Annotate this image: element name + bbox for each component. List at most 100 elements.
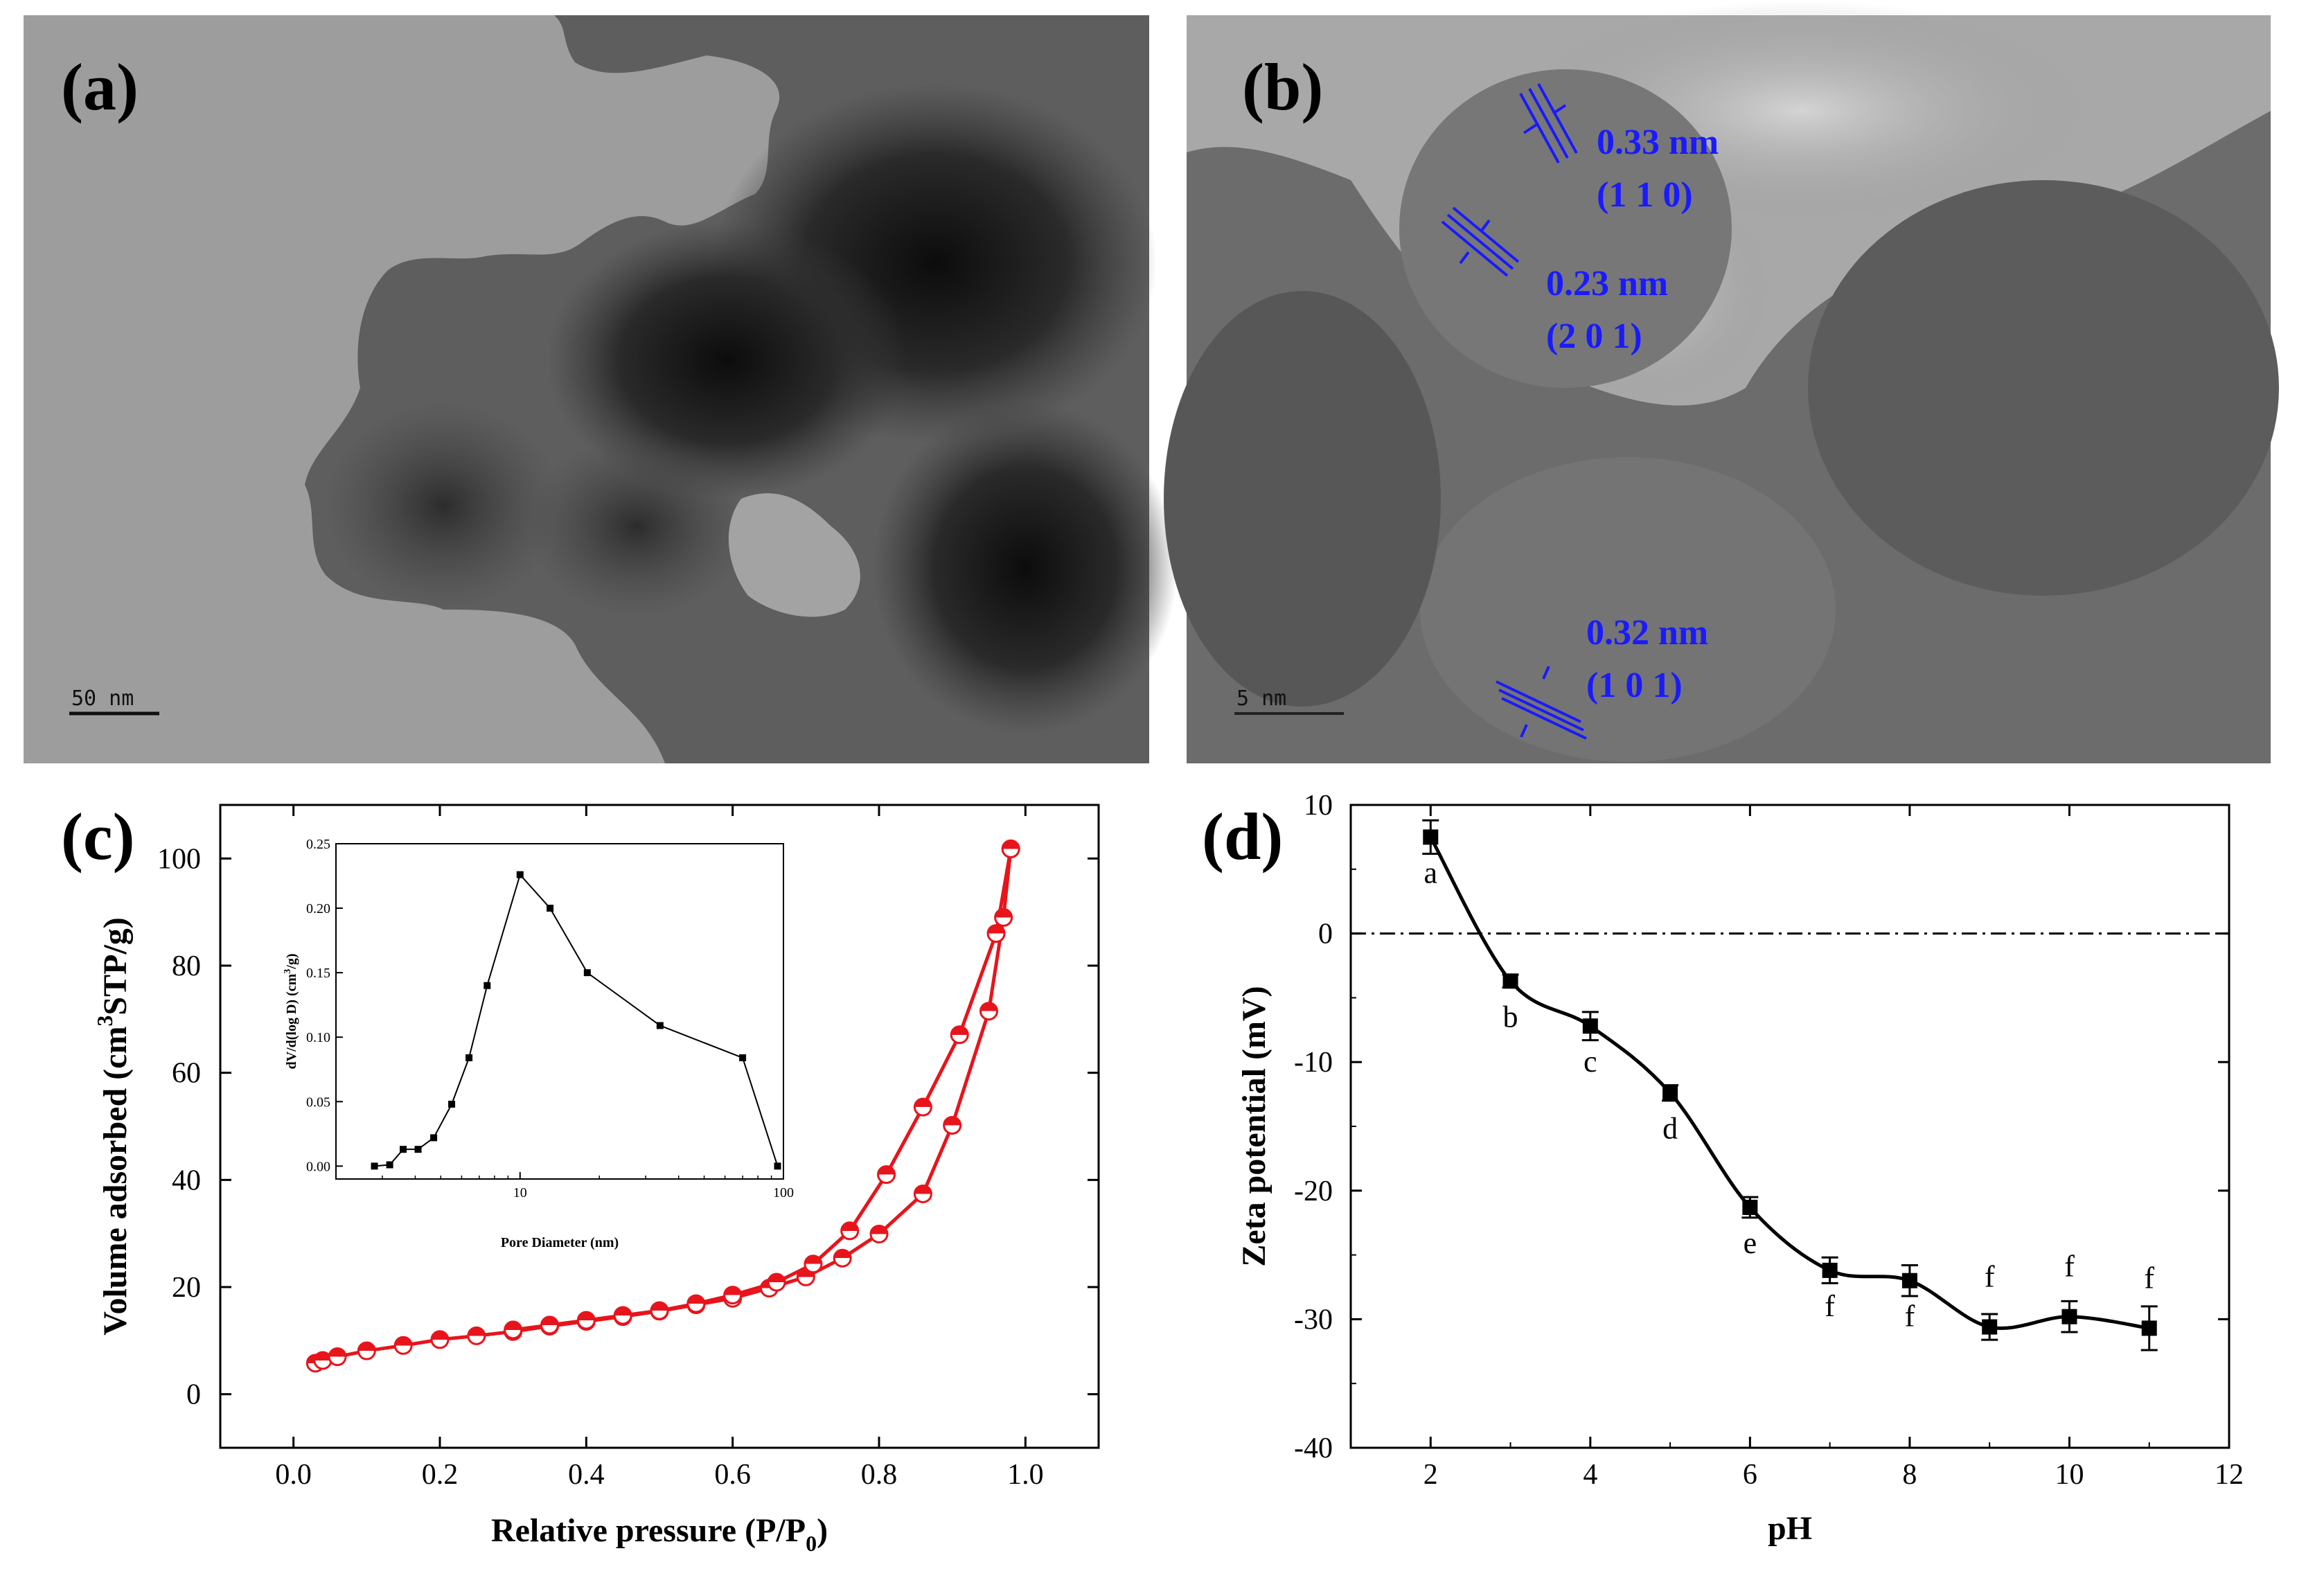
- inset-point: [739, 1054, 747, 1062]
- y-tick-label: -10: [1294, 1047, 1333, 1079]
- inset-series: [371, 871, 781, 1170]
- desorption-point: [540, 1315, 559, 1335]
- data-point: [1423, 829, 1439, 845]
- data-point: [1662, 1085, 1678, 1101]
- x-tick-label: 4: [1583, 1459, 1597, 1491]
- x-axis-label: pH: [1768, 1510, 1812, 1547]
- crystal-grain: [1420, 457, 1836, 762]
- lattice-marker-110: [1519, 83, 1578, 163]
- point-label: a: [1424, 856, 1438, 889]
- desorption-point: [840, 1221, 860, 1241]
- inset-y-tick-label: 0.10: [306, 1030, 330, 1045]
- data-point: [1742, 1199, 1758, 1215]
- desorption-point: [950, 1025, 969, 1045]
- inset-point: [465, 1054, 473, 1062]
- desorption-point: [686, 1294, 706, 1313]
- inset-axis-ticks: 10 100 0.00 0.05 0.10 0.15 0.20 0.25: [306, 837, 794, 1200]
- axis-ticks: 0.0 0.2 0.4 0.6 0.8 1.0 0 20 40 60 80 100: [157, 805, 1099, 1491]
- inset-y-tick-label: 0.05: [306, 1094, 330, 1110]
- desorption-point: [986, 924, 1006, 943]
- inset-point: [386, 1161, 393, 1169]
- plot-frame: [219, 804, 1100, 1449]
- x-tick-label: 0.0: [275, 1459, 312, 1491]
- panel-letter-c: (c): [61, 799, 135, 874]
- dense-region: [526, 436, 748, 617]
- y-tick-label: 80: [172, 950, 201, 982]
- desorption-point: [913, 1097, 932, 1117]
- adsorption-point: [833, 1248, 852, 1268]
- panel-letter-d: (d): [1202, 799, 1283, 874]
- miller-index-label: (1 1 0): [1597, 175, 1693, 215]
- inset-point: [516, 871, 524, 878]
- dense-region: [326, 402, 561, 610]
- data-point: [1901, 1273, 1917, 1288]
- point-label: d: [1662, 1112, 1678, 1146]
- y-tick-label: 0: [186, 1379, 201, 1411]
- y-tick-label: -30: [1294, 1304, 1333, 1336]
- desorption-point: [723, 1286, 743, 1305]
- axis-ticks: 2 4 6 8 10 12 10 0 -10 -20 -30 -40: [1294, 790, 2244, 1491]
- inset-y-tick-label: 0.20: [306, 901, 330, 916]
- inset-point: [774, 1162, 781, 1170]
- miller-index-label: (2 0 1): [1546, 317, 1642, 356]
- miller-index-label: (1 0 1): [1586, 666, 1683, 705]
- isotherm-chart: (c) 0.0 0.2 0.4 0.6 0.8 1.0 0 20 40 60 80 100 Relat…: [61, 799, 1100, 1556]
- inset-point: [400, 1146, 407, 1153]
- inset-x-axis-label: Pore Diameter (nm): [501, 1235, 619, 1250]
- inset-point: [484, 982, 491, 989]
- point-label: e: [1744, 1226, 1757, 1260]
- point-label: f: [1825, 1289, 1835, 1323]
- inset-point: [430, 1134, 438, 1142]
- crystal-grain: [1399, 69, 1732, 388]
- lattice-marker-201: [1441, 206, 1520, 277]
- x-tick-label: 0.8: [861, 1459, 898, 1491]
- panel-letter-b: (b): [1242, 50, 1323, 124]
- inset-point: [583, 969, 591, 977]
- desorption-point: [804, 1255, 823, 1274]
- y-tick-label: 60: [172, 1058, 201, 1090]
- y-tick-label: 40: [172, 1164, 201, 1196]
- x-tick-label: 12: [2215, 1459, 2244, 1491]
- adsorption-point: [328, 1347, 347, 1367]
- point-label: c: [1584, 1045, 1597, 1079]
- inset-y-tick-label: 0.15: [306, 966, 330, 981]
- desorption-point: [650, 1301, 669, 1320]
- inset-point: [656, 1022, 664, 1029]
- pore-distribution-inset: 10 100 0.00 0.05 0.10 0.15 0.20 0.25 Pore Diame…: [283, 837, 794, 1250]
- inset-y-axis-label: dV/d(log D) (cm3/g): [283, 954, 299, 1070]
- lattice-marker-101: [1496, 666, 1587, 740]
- desorption-point: [504, 1320, 523, 1340]
- inset-point: [371, 1162, 378, 1170]
- dense-region: [873, 402, 1178, 734]
- y-tick-label: 0: [1318, 919, 1333, 950]
- adsorption-point: [357, 1341, 376, 1360]
- adsorption-point: [869, 1224, 889, 1243]
- data-point: [1502, 973, 1518, 989]
- inset-frame: [335, 843, 784, 1180]
- desorption-point: [613, 1306, 632, 1325]
- d-spacing-label: 0.33 nm: [1597, 123, 1719, 162]
- inset-point: [414, 1146, 422, 1153]
- inset-y-tick-label: 0.00: [306, 1159, 330, 1174]
- x-axis-label: Relative pressure (P/P0): [491, 1512, 828, 1556]
- scale-bar-label: 5 nm: [1236, 686, 1286, 711]
- zeta-potential-chart: (d) 2 4 6 8 10 12 10 0 -10 -20 -30 -40 pH Zeta pote…: [1202, 790, 2244, 1547]
- x-tick-label: 2: [1423, 1459, 1438, 1491]
- x-tick-label: 0.4: [568, 1459, 605, 1491]
- x-tick-label: 0.6: [714, 1459, 751, 1491]
- crystal-grain: [1164, 291, 1441, 707]
- desorption-point: [1001, 839, 1020, 858]
- y-tick-label: 10: [1304, 790, 1333, 822]
- desorption-point: [576, 1311, 596, 1330]
- inset-x-tick-label: 10: [513, 1185, 527, 1200]
- point-label: f: [2144, 1261, 2154, 1295]
- point-label: f: [1905, 1300, 1915, 1333]
- inset-y-tick-label: 0.25: [306, 837, 330, 852]
- inset-point: [547, 905, 554, 912]
- x-tick-label: 1.0: [1007, 1459, 1044, 1491]
- data-point: [1822, 1262, 1838, 1278]
- tem-image-panel: 50 nm (a): [24, 15, 1178, 763]
- data-point: [2061, 1309, 2077, 1324]
- x-tick-label: 6: [1743, 1459, 1757, 1491]
